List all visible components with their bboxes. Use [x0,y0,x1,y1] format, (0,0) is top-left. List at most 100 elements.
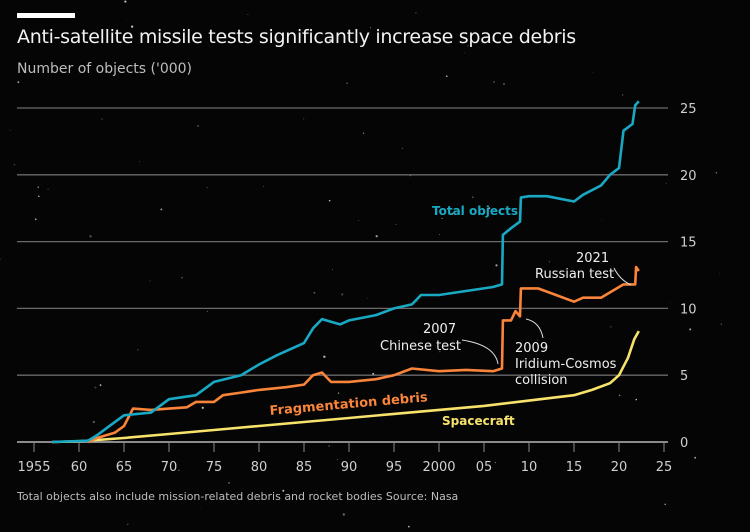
star [503,83,505,85]
x-tick-label: 10 [521,460,538,475]
star [441,218,443,220]
star [358,220,359,221]
star [415,12,417,14]
y-tick-label: 20 [680,169,697,184]
x-axis: 1955 60 65 70 75 80 85 90 95 2000 05 10 15 20 25 [17,442,672,475]
star [670,302,671,303]
star [445,75,448,78]
star [409,175,411,177]
x-tick-label: 75 [206,460,223,475]
star [94,386,97,389]
star [17,81,20,84]
star [131,25,134,28]
star [101,118,103,120]
star [601,218,603,220]
star [341,463,344,465]
star [664,503,666,505]
x-tick-label: 85 [296,460,313,475]
star [342,513,345,516]
star [34,218,37,221]
x-tick-label: 25 [656,460,673,475]
label-spacecraft: Spacecraft [442,414,515,428]
star [99,384,102,386]
chart-subtitle: Number of objects ('000) [17,61,193,77]
star [337,392,340,394]
y-tick-label: 5 [680,369,688,384]
y-tick-label: 10 [680,302,697,317]
series-line-spacecraft [51,330,640,444]
x-tick-label: 95 [386,460,403,475]
star [137,349,139,351]
star [323,355,326,358]
star [493,81,496,83]
star [332,269,333,270]
star [0,258,1,260]
star [694,456,697,459]
star [457,204,459,205]
y-tick-label: 25 [680,102,697,117]
star [375,235,378,238]
star [464,52,466,54]
x-tick-label: 20 [611,460,628,475]
star [689,328,692,331]
annotation-2021-text: Russian test [535,267,614,282]
star [206,187,208,189]
star [492,39,494,42]
star [139,161,141,163]
star [328,445,330,447]
x-tick-label: 80 [251,460,268,475]
annotation-2009-text2: collision [515,373,568,388]
annotation-2009-year: 2009 [515,341,548,356]
star [181,276,183,279]
star [635,398,638,401]
star [328,199,331,202]
series-line-fragmentation-debris [87,265,640,444]
star [228,482,230,484]
annotation-2007-text: Chinese test [380,339,461,354]
star [47,188,49,190]
star [395,223,397,225]
star [282,489,285,492]
x-tick-label: 2000 [422,460,455,475]
x-tick-label: 1955 [17,460,50,475]
star [149,280,151,282]
star [303,118,305,120]
star [494,462,496,464]
star [665,182,667,184]
star [37,186,39,188]
star [372,372,375,375]
star [126,19,127,21]
x-tick-label: 70 [161,460,178,475]
annotation-2007-arrow [461,339,499,365]
star [472,196,474,198]
star [715,172,718,174]
star [719,273,720,275]
label-fragmentation-debris: Fragmentation debris [269,390,429,419]
y-tick-label: 0 [680,436,688,451]
star [610,326,612,328]
star [467,45,469,47]
x-tick-label: 15 [566,460,583,475]
star [124,0,127,3]
star [160,208,163,211]
star [263,185,265,187]
star [89,235,92,238]
star [329,38,332,42]
star [548,261,550,263]
star [178,469,180,472]
star [13,163,16,166]
brand-bar [17,13,75,18]
annotation-2009-text: Iridium-Cosmos [515,357,617,372]
y-tick-label: 15 [680,236,697,251]
star [369,27,372,29]
star [495,264,498,267]
x-tick-label: 05 [476,460,493,475]
annotation-2021-year: 2021 [576,251,609,266]
star [9,130,11,131]
star [407,525,410,528]
star [247,14,249,15]
star [206,311,208,312]
star [720,323,722,325]
